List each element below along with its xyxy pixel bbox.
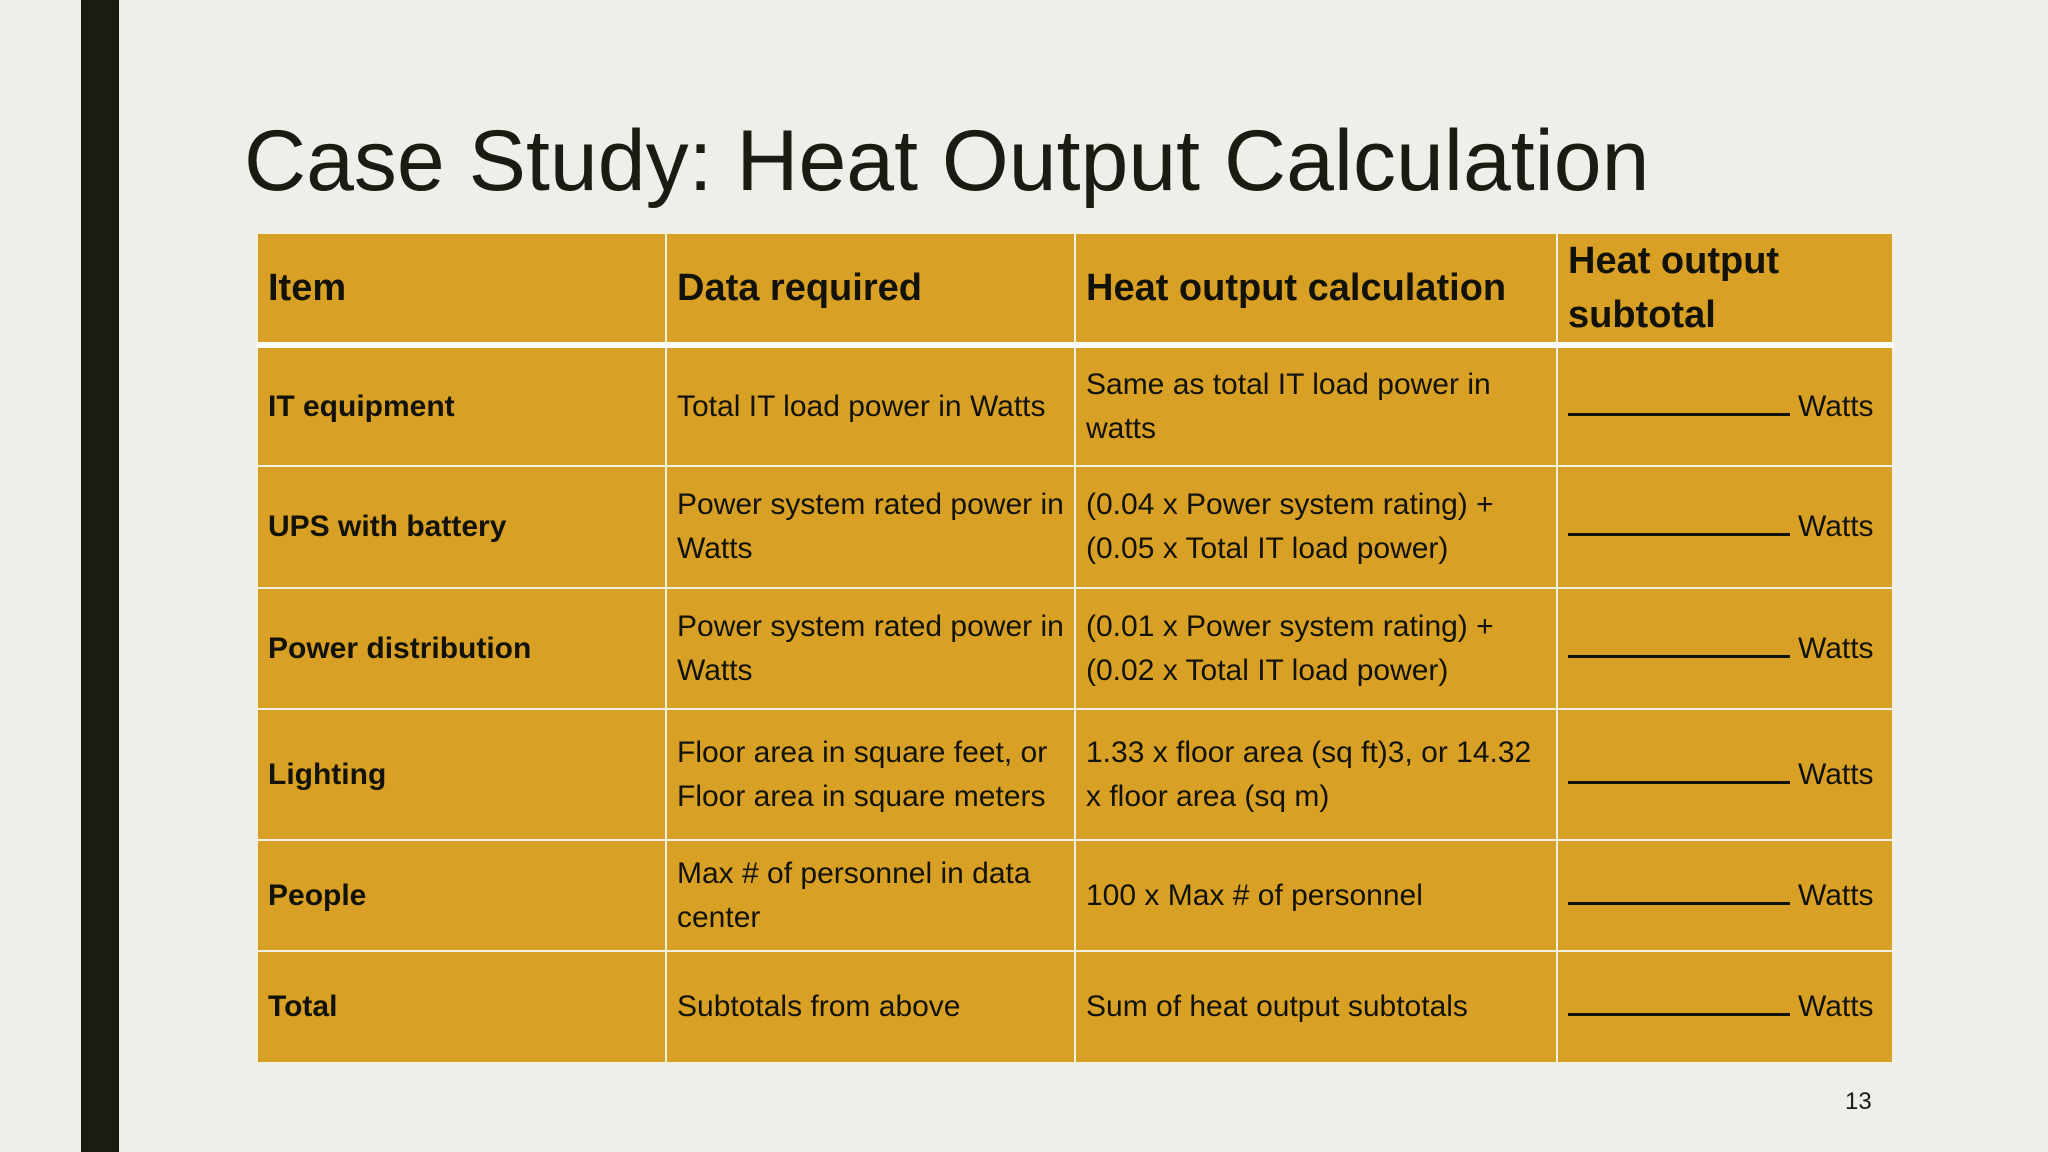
row-data-required: Total IT load power in Watts [665,344,1076,467]
heat-output-table: Item Data required Heat output calculati… [256,232,1894,1064]
row-data-required: Power system rated power in Watts [665,465,1076,589]
row-subtotal: Watts [1556,344,1894,467]
page-number: 13 [1845,1088,1872,1115]
subtotal-unit: Watts [1798,878,1874,912]
table-row: Power distribution Power system rated po… [256,587,1894,710]
row-item: Total [256,950,667,1064]
table-row: IT equipment Total IT load power in Watt… [256,344,1894,467]
row-calculation: (0.01 x Power system rating) + (0.02 x T… [1074,587,1558,710]
row-data-required: Max # of personnel in data center [665,839,1076,952]
row-subtotal: Watts [1556,587,1894,710]
subtotal-unit: Watts [1798,631,1874,665]
subtotal-unit: Watts [1798,510,1874,543]
table-row: UPS with battery Power system rated powe… [256,465,1894,589]
row-item: UPS with battery [256,465,667,589]
row-subtotal: Watts [1556,465,1894,589]
subtotal-blank-line [1568,874,1790,905]
subtotal-blank-line [1568,505,1790,536]
row-calculation: 1.33 x floor area (sq ft)3, or 14.32 x f… [1074,708,1558,841]
header-heat-output-subtotal: Heat output subtotal [1556,232,1894,348]
subtotal-blank-line [1568,627,1790,658]
table-header-row: Item Data required Heat output calculati… [256,232,1894,348]
header-data-required: Data required [665,232,1076,348]
subtotal-blank-line [1568,753,1790,784]
header-heat-output-calculation: Heat output calculation [1074,232,1558,348]
subtotal-unit: Watts [1798,389,1874,423]
row-item: Power distribution [256,587,667,710]
row-data-required: Floor area in square feet, or Floor area… [665,708,1076,841]
slide-title: Case Study: Heat Output Calculation [244,113,1650,209]
left-accent-bar [81,0,119,1152]
row-calculation: 100 x Max # of personnel [1074,839,1558,952]
row-data-required: Subtotals from above [665,950,1076,1064]
subtotal-blank-line [1568,985,1790,1016]
subtotal-blank-line [1568,385,1790,416]
row-item: People [256,839,667,952]
row-calculation: Same as total IT load power in watts [1074,344,1558,467]
table-row: Total Subtotals from above Sum of heat o… [256,950,1894,1064]
subtotal-unit: Watts [1798,757,1874,791]
row-item: Lighting [256,708,667,841]
row-data-required: Power system rated power in Watts [665,587,1076,710]
subtotal-unit: Watts [1798,990,1874,1023]
row-item: IT equipment [256,344,667,467]
header-item: Item [256,232,667,348]
row-subtotal: Watts [1556,839,1894,952]
table-row: Lighting Floor area in square feet, or F… [256,708,1894,841]
row-calculation: (0.04 x Power system rating) + (0.05 x T… [1074,465,1558,589]
row-calculation: Sum of heat output subtotals [1074,950,1558,1064]
row-subtotal: Watts [1556,950,1894,1064]
table-row: People Max # of personnel in data center… [256,839,1894,952]
row-subtotal: Watts [1556,708,1894,841]
